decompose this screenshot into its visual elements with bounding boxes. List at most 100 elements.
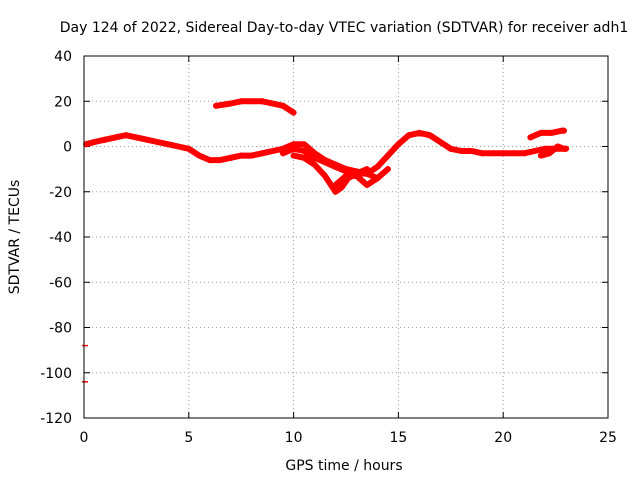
data-point [560, 127, 567, 134]
data-point [259, 98, 266, 105]
data-point [537, 129, 544, 136]
data-point [122, 132, 129, 139]
data-point [374, 175, 381, 182]
data-point [248, 152, 255, 159]
data-point [290, 109, 297, 116]
chart-title: Day 124 of 2022, Sidereal Day-to-day VTE… [60, 20, 628, 36]
y-tick-label: -40 [49, 230, 72, 246]
y-tick-label: 0 [63, 140, 72, 156]
data-point [363, 181, 370, 188]
data-point [537, 152, 544, 159]
y-tick-label: -100 [40, 366, 72, 382]
data-point [332, 188, 339, 195]
data-point [206, 157, 213, 164]
series-cross-branch [332, 172, 381, 188]
data-point [510, 150, 517, 157]
data-point [269, 100, 276, 107]
data-point [395, 141, 402, 148]
data-point [374, 163, 381, 170]
y-tick-label: -20 [49, 185, 72, 201]
data-point [322, 172, 329, 179]
data-point [290, 145, 297, 152]
data-point [468, 148, 475, 155]
series-late-lower [537, 143, 567, 159]
data-point [101, 136, 108, 143]
data-point [500, 150, 507, 157]
data-point [531, 148, 538, 155]
x-tick-label: 10 [285, 430, 303, 446]
data-point [384, 152, 391, 159]
data-point [560, 145, 567, 152]
data-point [405, 132, 412, 139]
y-axis-label: SDTVAR / TECUs [7, 180, 23, 295]
data-point [426, 132, 433, 139]
series-line [537, 143, 567, 159]
grid [84, 56, 608, 418]
data-point [280, 150, 287, 157]
series-mid-branch [280, 145, 370, 177]
data-point [548, 129, 555, 136]
data-point [301, 154, 308, 161]
data-point [353, 172, 360, 179]
data-point [301, 141, 308, 148]
data-point [384, 166, 391, 173]
data-point [479, 150, 486, 157]
data-point [447, 145, 454, 152]
data-point [489, 150, 496, 157]
data-point [217, 157, 224, 164]
data-point [164, 141, 171, 148]
data-point [259, 150, 266, 157]
x-tick-label: 15 [389, 430, 407, 446]
data-point [238, 98, 245, 105]
data-point [112, 134, 119, 141]
axis-ticks: 0 5 10 15 20 25 -120 -100 -80 -60 -40 -20 0 20 40 [40, 49, 617, 446]
x-tick-label: 20 [494, 430, 512, 446]
data-point [521, 150, 528, 157]
data-point [437, 138, 444, 145]
data-point [416, 129, 423, 136]
data-point [269, 148, 276, 155]
series-outliers [82, 344, 89, 383]
data-point [196, 152, 203, 159]
data-point [227, 154, 234, 161]
x-tick-label: 0 [80, 430, 89, 446]
data-point [154, 138, 161, 145]
data-point [322, 159, 329, 166]
data-point [338, 184, 345, 191]
data-point [542, 145, 549, 152]
y-tick-label: -120 [40, 411, 72, 427]
data-point [213, 102, 220, 109]
data-point [301, 148, 308, 155]
data-point [175, 143, 182, 150]
x-tick-label: 25 [599, 430, 617, 446]
data-point [238, 152, 245, 159]
data-point [227, 100, 234, 107]
data-point [343, 172, 349, 179]
data-point [248, 98, 255, 105]
data-point [332, 163, 339, 170]
data-point [290, 152, 297, 159]
data-point [554, 143, 561, 150]
x-tick-label: 5 [184, 430, 193, 446]
data-point [458, 148, 465, 155]
data-point [91, 138, 98, 145]
y-tick-label: 20 [54, 94, 72, 110]
data-point [280, 102, 287, 109]
data-point [185, 145, 192, 152]
x-axis-label: GPS time / hours [285, 458, 402, 474]
data-point [133, 134, 140, 141]
plot-frame [83, 55, 609, 419]
y-tick-label: -80 [49, 321, 72, 337]
y-tick-label: -60 [49, 275, 72, 291]
data-point [143, 136, 150, 143]
data-point [363, 166, 370, 173]
data-point [311, 154, 318, 161]
series-late-track [527, 127, 567, 141]
data-series [82, 98, 570, 383]
data-point [546, 150, 553, 157]
y-tick-label: 40 [54, 49, 72, 65]
data-point [311, 161, 318, 168]
data-point [332, 181, 339, 188]
